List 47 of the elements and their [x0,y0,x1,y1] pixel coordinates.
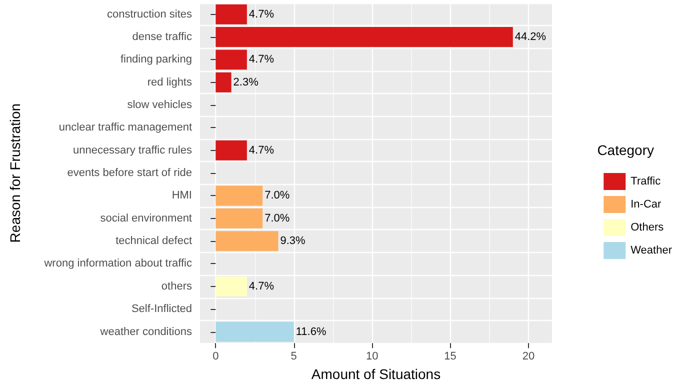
bar [216,231,278,252]
y-tick-label: HMI [172,190,192,202]
y-tick-label: unnecessary traffic rules [72,144,192,156]
bar [216,208,263,228]
y-tick-label: others [161,280,192,292]
y-tick-label: social environment [100,212,192,224]
legend-label: Traffic [630,176,662,188]
x-tick-label: 15 [444,350,456,363]
bar [216,50,247,70]
x-axis-title: Amount of Situations [311,366,441,382]
legend-label: Weather [630,244,672,256]
annotation: 11.6% [296,326,326,338]
x-tick-label: 10 [366,350,378,363]
y-tick-label: construction sites [107,8,192,20]
legend-label: In-Car [630,198,662,210]
bar [216,72,232,92]
y-tick-label: wrong information about traffic [43,258,192,270]
y-tick-label: dense traffic [132,31,192,44]
y-tick-label: events before start of ride [67,167,192,180]
annotation: 4.7% [248,8,274,20]
annotation: 9.3% [280,235,306,248]
y-tick-label: slow vehicles [127,99,192,112]
legend-label: Others [630,222,664,234]
y-tick-label: red lights [147,76,192,88]
y-tick-label: Self-Inflicted [131,303,192,316]
bar [216,186,263,206]
annotation: 7.0% [264,212,290,224]
x-tick-label: 5 [290,350,297,363]
y-tick-label: weather conditions [99,326,192,338]
x-tick-label: 20 [522,350,535,363]
bar [216,322,294,342]
y-tick-label: unclear traffic management [58,122,192,134]
bar [216,140,247,160]
legend-title: Category [597,142,654,158]
annotation: 4.7% [248,54,274,66]
annotation: 2.3% [233,76,259,88]
bar [216,27,513,47]
bar [216,4,247,24]
annotation: 7.0% [264,190,290,202]
bar [216,276,247,296]
y-tick-label: technical defect [116,235,192,248]
y-tick-label: finding parking [120,54,192,66]
annotation: 4.7% [248,280,274,292]
annotation: 4.7% [248,144,274,156]
x-tick-label: 0 [212,350,219,363]
y-axis-title: Reason for Frustration [7,103,23,243]
annotation: 44.2% [514,31,546,44]
